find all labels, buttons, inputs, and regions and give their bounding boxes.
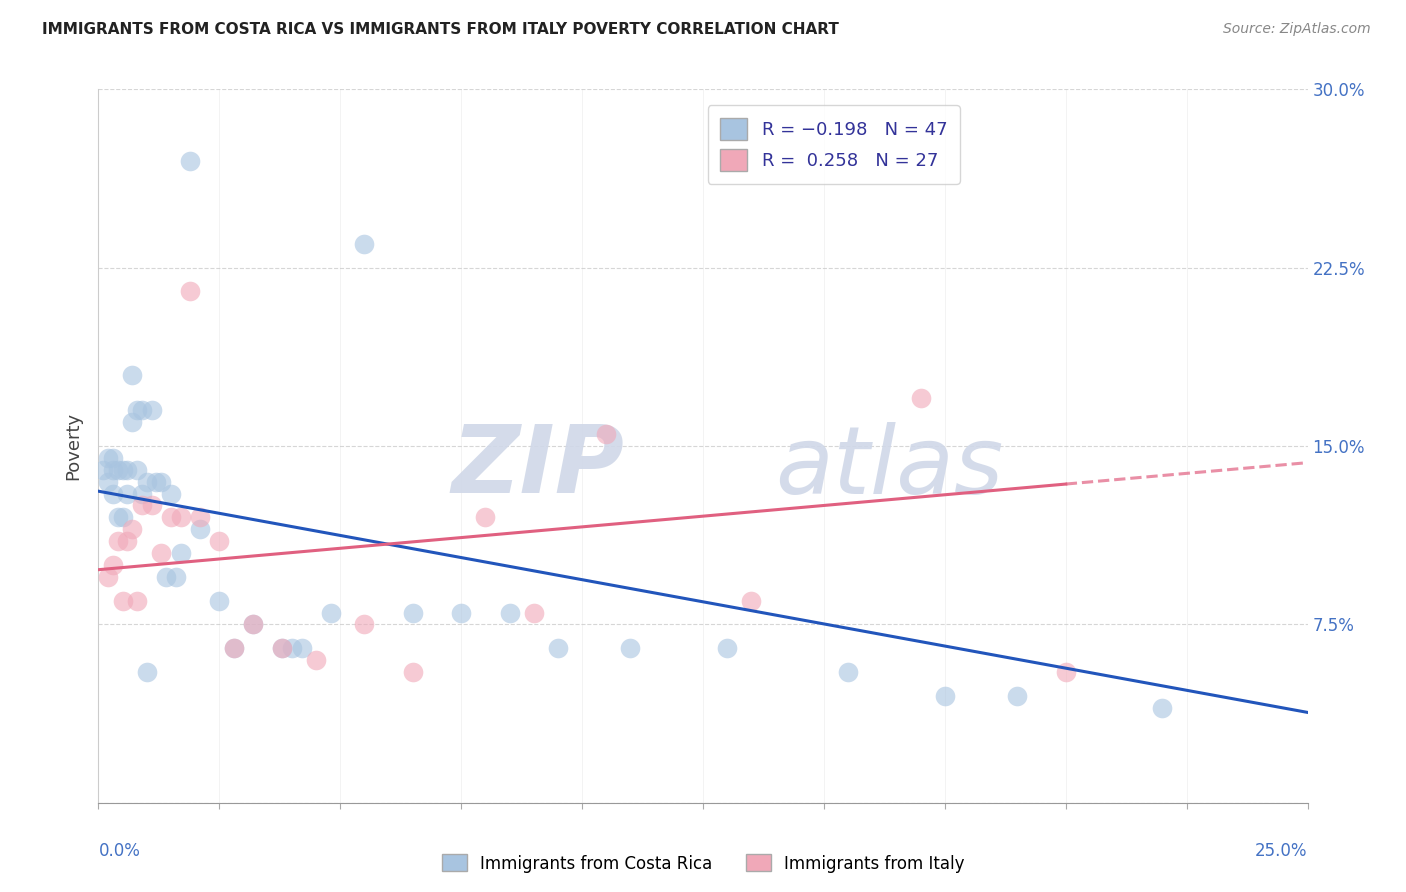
Point xyxy=(290,641,312,656)
Point xyxy=(281,641,304,656)
Point xyxy=(1007,689,1029,703)
Point xyxy=(188,522,211,536)
Point xyxy=(101,558,124,572)
Legend: R = −0.198   N = 47, R =  0.258   N = 27: R = −0.198 N = 47, R = 0.258 N = 27 xyxy=(707,105,960,184)
Point xyxy=(523,606,546,620)
Point xyxy=(117,486,139,500)
Text: 25.0%: 25.0% xyxy=(1256,842,1308,860)
Point xyxy=(319,606,342,620)
Point xyxy=(169,510,191,524)
Point xyxy=(222,641,245,656)
Point xyxy=(271,641,294,656)
Point xyxy=(101,463,124,477)
Point xyxy=(242,617,264,632)
Point xyxy=(150,546,173,560)
Point xyxy=(1054,665,1077,679)
Point xyxy=(271,641,294,656)
Point xyxy=(1152,700,1174,714)
Point xyxy=(135,665,157,679)
Point xyxy=(127,403,149,417)
Legend: Immigrants from Costa Rica, Immigrants from Italy: Immigrants from Costa Rica, Immigrants f… xyxy=(434,847,972,880)
Point xyxy=(117,534,139,549)
Point xyxy=(97,570,120,584)
Point xyxy=(165,570,187,584)
Point xyxy=(498,606,520,620)
Point xyxy=(111,463,134,477)
Point xyxy=(179,285,201,299)
Point xyxy=(117,463,139,477)
Point xyxy=(155,570,177,584)
Point xyxy=(595,427,617,442)
Point xyxy=(145,475,167,489)
Point xyxy=(169,546,191,560)
Text: atlas: atlas xyxy=(776,422,1004,513)
Point xyxy=(402,606,425,620)
Point xyxy=(127,593,149,607)
Point xyxy=(305,653,328,667)
Y-axis label: Poverty: Poverty xyxy=(65,412,83,480)
Point xyxy=(107,510,129,524)
Point xyxy=(141,499,163,513)
Point xyxy=(160,486,183,500)
Point xyxy=(131,403,153,417)
Point xyxy=(402,665,425,679)
Point xyxy=(127,463,149,477)
Point xyxy=(101,450,124,465)
Point xyxy=(188,510,211,524)
Point xyxy=(97,475,120,489)
Point xyxy=(121,522,143,536)
Point xyxy=(101,486,124,500)
Point xyxy=(135,475,157,489)
Point xyxy=(111,593,134,607)
Point xyxy=(97,450,120,465)
Text: 0.0%: 0.0% xyxy=(98,842,141,860)
Point xyxy=(474,510,496,524)
Point xyxy=(208,534,231,549)
Point xyxy=(716,641,738,656)
Point xyxy=(131,499,153,513)
Point xyxy=(121,368,143,382)
Point xyxy=(547,641,569,656)
Point xyxy=(934,689,956,703)
Point xyxy=(208,593,231,607)
Point xyxy=(740,593,762,607)
Point xyxy=(131,486,153,500)
Point xyxy=(353,236,375,251)
Point xyxy=(160,510,183,524)
Point xyxy=(150,475,173,489)
Point xyxy=(910,392,932,406)
Point xyxy=(619,641,641,656)
Point xyxy=(111,510,134,524)
Point xyxy=(222,641,245,656)
Text: IMMIGRANTS FROM COSTA RICA VS IMMIGRANTS FROM ITALY POVERTY CORRELATION CHART: IMMIGRANTS FROM COSTA RICA VS IMMIGRANTS… xyxy=(42,22,839,37)
Point xyxy=(107,534,129,549)
Point xyxy=(837,665,859,679)
Point xyxy=(353,617,375,632)
Point xyxy=(91,463,114,477)
Point xyxy=(141,403,163,417)
Point xyxy=(242,617,264,632)
Point xyxy=(450,606,472,620)
Text: Source: ZipAtlas.com: Source: ZipAtlas.com xyxy=(1223,22,1371,37)
Point xyxy=(121,415,143,429)
Point xyxy=(107,463,129,477)
Point xyxy=(179,153,201,168)
Text: ZIP: ZIP xyxy=(451,421,624,514)
